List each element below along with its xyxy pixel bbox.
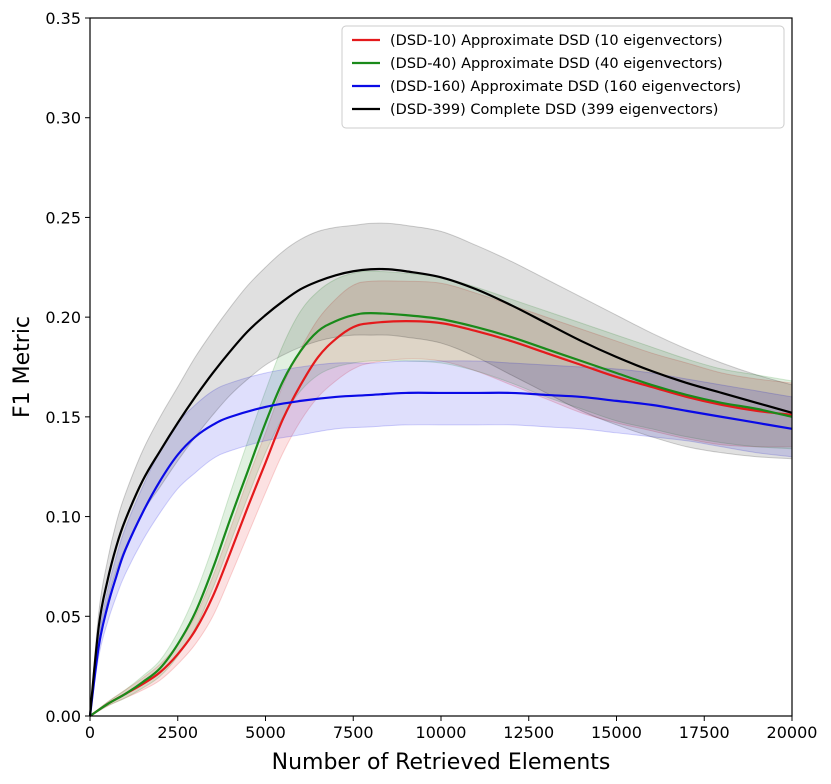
y-tick-label: 0.00 xyxy=(45,707,81,726)
series-line-2 xyxy=(89,312,793,717)
x-tick-label: 5000 xyxy=(245,723,286,742)
legend-label: (DSD-40) Approximate DSD (40 eigenvector… xyxy=(390,56,723,72)
y-tick-label: 0.25 xyxy=(45,208,81,227)
x-tick-label: 17500 xyxy=(679,723,730,742)
x-tick-label: 7500 xyxy=(333,723,374,742)
x-tick-label: 20000 xyxy=(767,723,818,742)
legend-box xyxy=(341,25,785,129)
series-line-4 xyxy=(88,267,793,717)
y-tick-label: 0.05 xyxy=(45,607,81,626)
y-tick-label: 0.20 xyxy=(45,308,81,327)
legend-label: (DSD-399) Complete DSD (399 eigenvectors… xyxy=(390,102,718,118)
y-tick-label: 0.10 xyxy=(45,508,81,527)
x-axis-title: Number of Retrieved Elements xyxy=(272,750,611,775)
series-line-3 xyxy=(88,391,793,717)
x-tick-label: 2500 xyxy=(157,723,198,742)
y-tick-label: 0.15 xyxy=(45,408,81,427)
y-tick-label: 0.35 xyxy=(45,9,81,28)
legend-label: (DSD-160) Approximate DSD (160 eigenvect… xyxy=(390,79,741,95)
series-lines xyxy=(88,267,793,717)
y-axis-ticks: 0.00 0.05 0.10 0.15 0.20 0.25 0.30 0.35 xyxy=(45,9,90,726)
legend-label: (DSD-10) Approximate DSD (10 eigenvector… xyxy=(390,33,723,49)
x-tick-label: 10000 xyxy=(416,723,467,742)
y-tick-label: 0.30 xyxy=(45,109,81,128)
y-axis-title: F1 Metric xyxy=(10,316,35,418)
series-line-1 xyxy=(89,320,793,717)
x-axis-ticks: 0 2500 5000 7500 10000 12500 15000 17500 20000 xyxy=(85,716,818,742)
x-tick-label: 12500 xyxy=(503,723,554,742)
x-tick-label: 15000 xyxy=(591,723,642,742)
x-tick-label: 0 xyxy=(85,723,95,742)
legend: (DSD-10) Approximate DSD (10 eigenvector… xyxy=(341,25,785,129)
